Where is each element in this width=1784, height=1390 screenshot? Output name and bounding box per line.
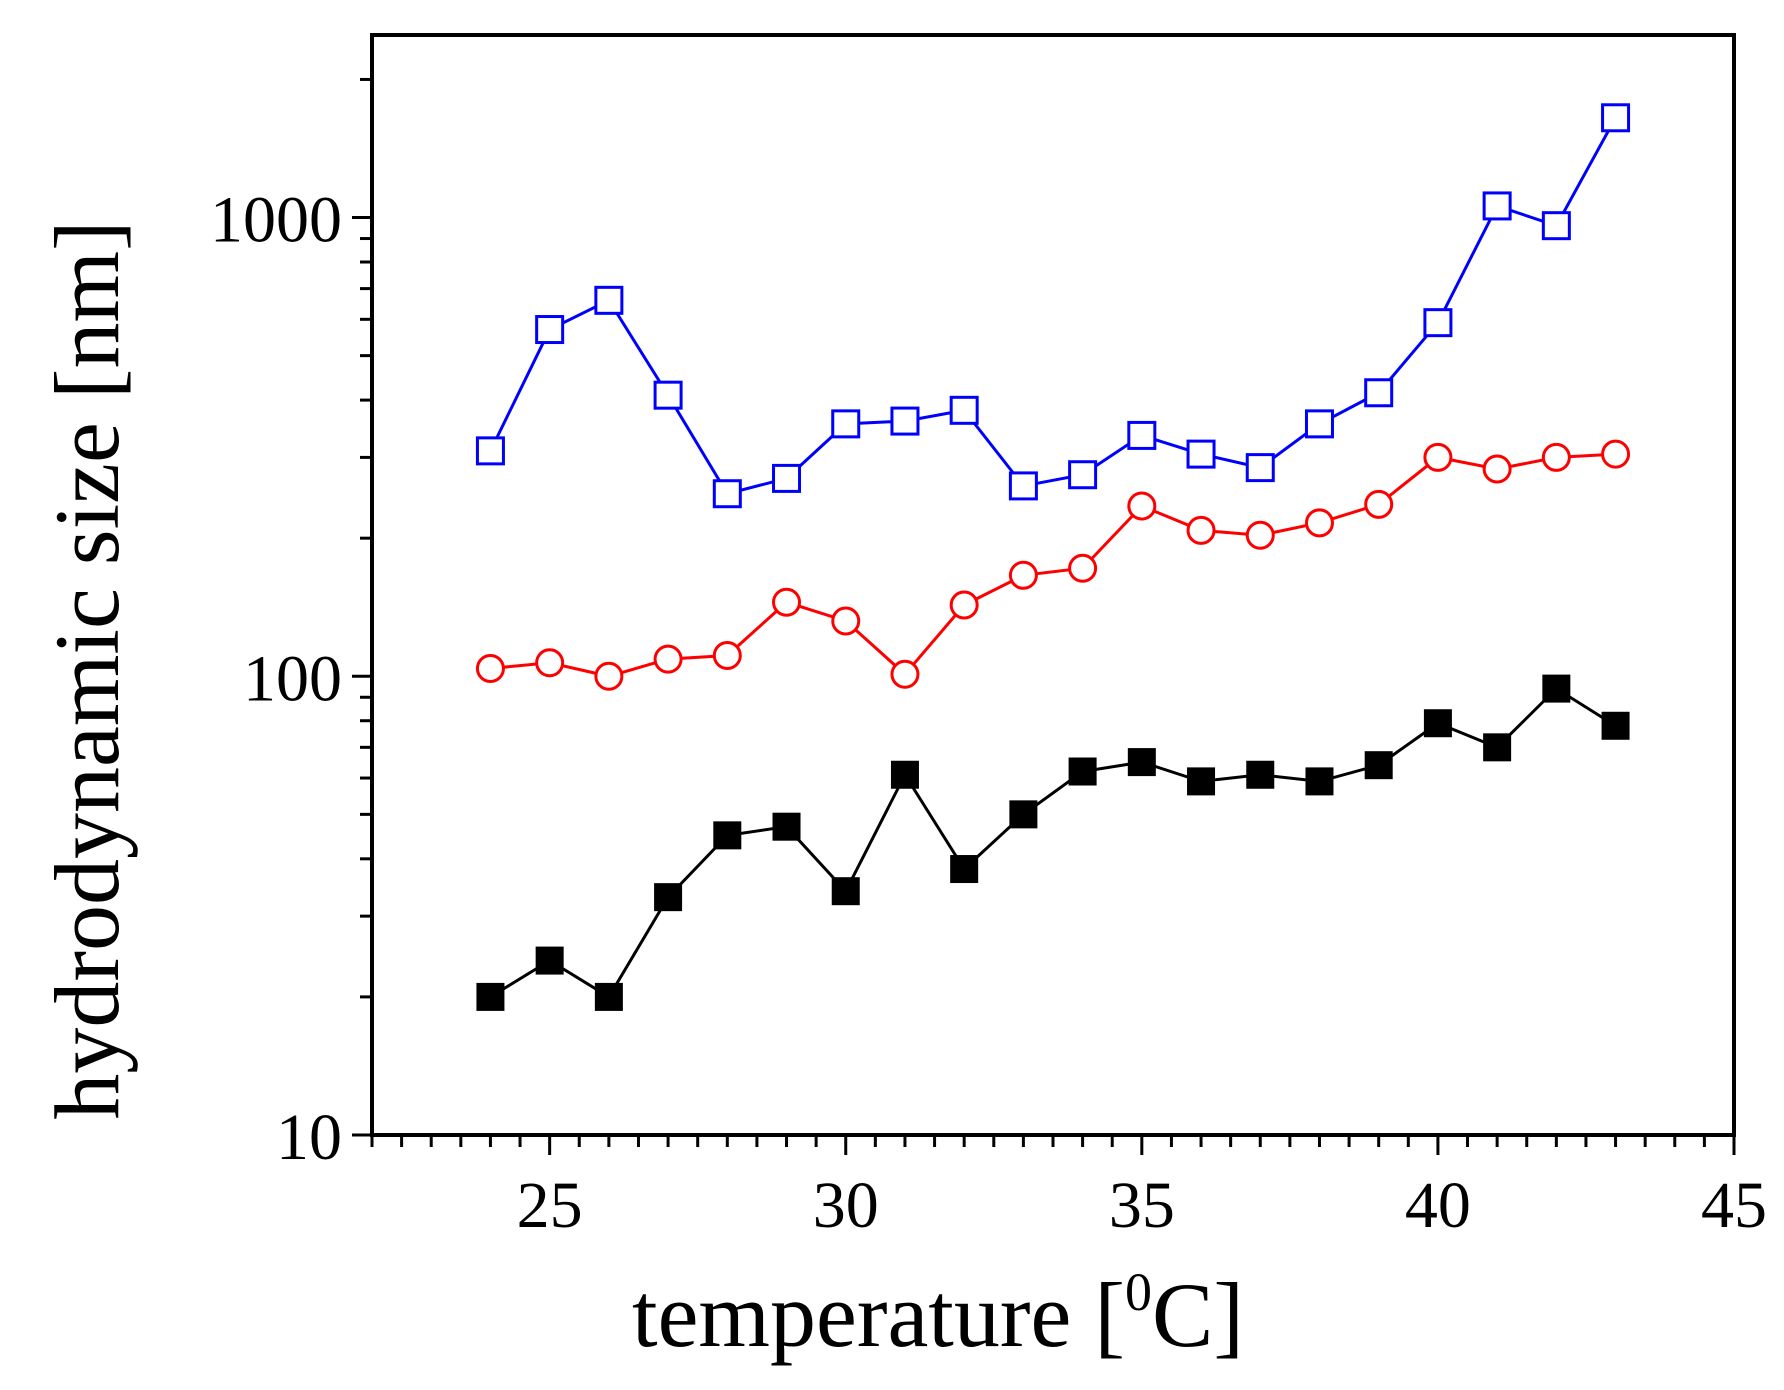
data-point-circle — [831, 606, 861, 636]
data-point-filled-square — [535, 946, 564, 975]
x-axis-title: temperature [0C] — [632, 1262, 1244, 1366]
plot-frame — [370, 33, 1736, 1137]
data-point-filled-square — [1364, 751, 1393, 780]
data-point-square — [772, 463, 802, 493]
data-point-square — [1127, 420, 1157, 450]
data-point-filled-square — [1542, 674, 1571, 703]
data-point-circle — [1541, 442, 1571, 472]
data-point-filled-square — [1246, 760, 1275, 789]
data-point-square — [653, 380, 683, 410]
data-point-filled-square — [1068, 757, 1097, 786]
data-point-square — [1008, 471, 1038, 501]
data-point-filled-square — [1187, 767, 1216, 796]
data-point-circle — [653, 644, 683, 674]
series-red-open-circles — [475, 439, 1631, 691]
data-point-filled-square — [1423, 709, 1452, 738]
data-point-square — [831, 409, 861, 439]
x-tick-label: 45 — [1701, 1169, 1767, 1242]
data-point-filled-square — [1483, 733, 1512, 762]
data-point-square — [1304, 409, 1334, 439]
data-point-filled-square — [1305, 767, 1334, 796]
data-point-filled-square — [713, 821, 742, 850]
data-point-filled-square — [476, 982, 505, 1011]
y-tick-label: 10 — [276, 1101, 342, 1174]
data-point-circle — [772, 587, 802, 617]
data-point-circle — [1008, 560, 1038, 590]
data-point-square — [712, 479, 742, 509]
data-point-filled-square — [890, 760, 919, 789]
data-point-square — [1541, 211, 1571, 241]
data-point-filled-square — [1127, 748, 1156, 777]
data-point-circle — [712, 640, 742, 670]
data-point-square — [1423, 308, 1453, 338]
data-point-circle — [1423, 442, 1453, 472]
data-point-filled-square — [594, 982, 623, 1011]
data-point-square — [535, 315, 565, 345]
data-point-circle — [890, 659, 920, 689]
data-point-circle — [949, 590, 979, 620]
y-tick-label: 100 — [243, 642, 342, 715]
x-tick-label: 40 — [1405, 1169, 1471, 1242]
y-axis-title: hydrodynamic size [nm] — [36, 220, 138, 1119]
data-point-square — [1601, 103, 1631, 133]
data-point-circle — [1364, 489, 1394, 519]
data-point-circle — [1482, 454, 1512, 484]
series-black-filled-squares — [476, 674, 1630, 1011]
data-point-square — [890, 406, 920, 436]
data-point-square — [1482, 191, 1512, 221]
data-point-circle — [535, 648, 565, 678]
x-tick-label: 35 — [1109, 1169, 1175, 1242]
data-point-square — [475, 436, 505, 466]
x-tick-label: 25 — [517, 1169, 583, 1242]
data-point-filled-square — [831, 877, 860, 906]
data-point-filled-square — [654, 883, 683, 912]
data-point-square — [1068, 460, 1098, 490]
data-point-circle — [1601, 439, 1631, 469]
data-point-circle — [1127, 491, 1157, 521]
data-point-circle — [475, 653, 505, 683]
data-point-square — [1186, 439, 1216, 469]
data-point-square — [1245, 453, 1275, 483]
x-tick-label: 30 — [813, 1169, 879, 1242]
data-point-circle — [1245, 520, 1275, 550]
y-tick-label: 1000 — [210, 184, 342, 257]
series-blue-open-squares — [475, 103, 1631, 509]
data-point-circle — [594, 661, 624, 691]
data-point-square — [949, 395, 979, 425]
series-line — [489, 117, 1617, 496]
data-point-filled-square — [1009, 800, 1038, 829]
data-point-filled-square — [950, 855, 979, 884]
series-line — [490, 452, 1616, 678]
data-point-square — [1364, 378, 1394, 408]
data-point-filled-square — [1601, 711, 1630, 740]
data-point-circle — [1068, 553, 1098, 583]
data-point-filled-square — [772, 812, 801, 841]
data-point-circle — [1186, 515, 1216, 545]
data-point-circle — [1304, 508, 1334, 538]
data-point-square — [594, 285, 624, 315]
